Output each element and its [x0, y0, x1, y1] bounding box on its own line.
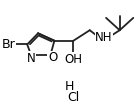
Text: N: N [27, 52, 35, 65]
Text: Br: Br [2, 38, 16, 51]
Text: H: H [65, 80, 74, 93]
Text: O: O [48, 51, 57, 64]
Text: Cl: Cl [67, 91, 80, 104]
Text: NH: NH [95, 32, 113, 45]
Text: OH: OH [65, 53, 83, 66]
